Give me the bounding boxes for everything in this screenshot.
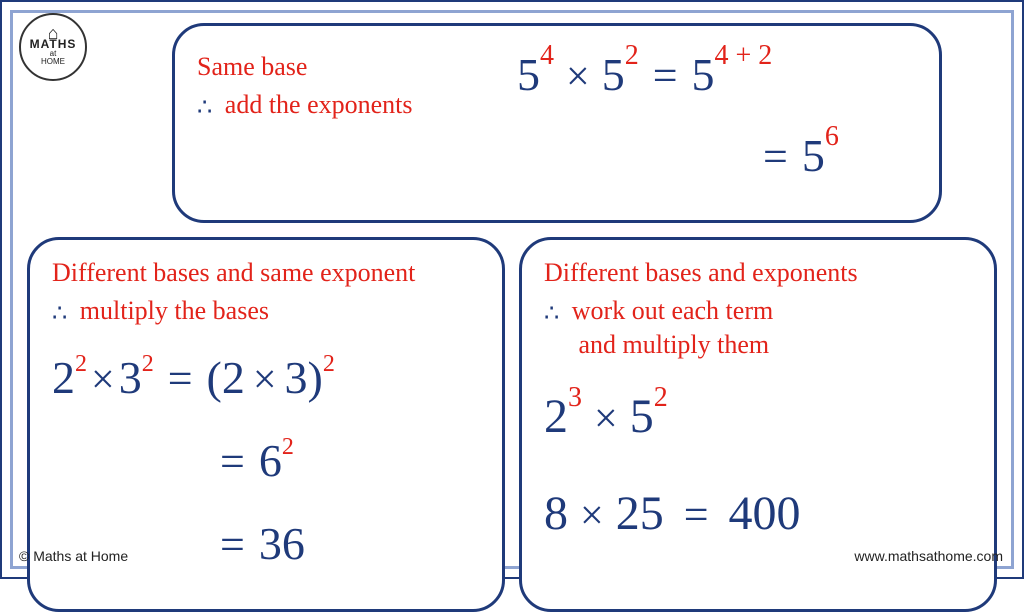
math-line: 23 × 52 (544, 374, 972, 471)
math-line: = 62 (52, 425, 480, 508)
math-base: 5 (630, 390, 654, 443)
brand-logo: ⌂ MATHS at HOME (19, 13, 87, 81)
math-base: 3 (119, 352, 142, 403)
math-base: 2 (52, 352, 75, 403)
math-exp: 4 + 2 (715, 21, 773, 91)
math-eq: = (763, 132, 788, 181)
math-exp: 2 (142, 328, 154, 400)
math-exp: 2 (75, 328, 87, 400)
math-op: × (594, 396, 618, 442)
math-base: 5 (692, 49, 715, 100)
therefore-icon: ∴ (544, 301, 559, 327)
top-row: Same base ∴ add the exponents 54 × 52 = … (117, 23, 997, 223)
math-result: 400 (729, 487, 801, 540)
panel-right-subtitle-2: and multiply them (544, 330, 972, 360)
panel-right-sub-l2: and multiply them (579, 330, 770, 359)
panel-right-title: Different bases and exponents (544, 258, 972, 288)
panel-left-title: Different bases and same exponent (52, 258, 480, 288)
math-exp: 4 (540, 21, 554, 91)
panel-left-subtitle-text: multiply the bases (80, 296, 269, 325)
math-value: 25 (616, 487, 664, 540)
bottom-row: Different bases and same exponent ∴ mult… (27, 237, 997, 612)
math-exp: 6 (825, 102, 839, 172)
logo-text-3: HOME (41, 58, 65, 66)
math-exp: 2 (282, 411, 294, 483)
panel-top-subtitle: ∴ add the exponents (197, 90, 477, 122)
math-paren: ( (207, 352, 222, 403)
math-eq: = (168, 354, 193, 403)
math-base: 3 (285, 352, 308, 403)
math-eq: = (684, 490, 709, 539)
math-line: = 56 (517, 121, 839, 202)
panel-top-subtitle-text: add the exponents (225, 90, 413, 119)
math-base: 5 (602, 49, 625, 100)
footer-copyright: © Maths at Home (19, 548, 128, 564)
math-exp: 3 (568, 355, 582, 441)
math-eq: = (220, 520, 245, 569)
math-line: 22×32 = (2×3)2 (52, 342, 480, 425)
math-base: 2 (222, 352, 245, 403)
math-op: × (580, 493, 604, 539)
math-base: 5 (517, 49, 540, 100)
therefore-icon: ∴ (197, 95, 212, 121)
math-exp: 2 (625, 21, 639, 91)
math-base: 5 (802, 130, 825, 181)
outer-frame: ⌂ MATHS at HOME Same base ∴ add the expo… (0, 0, 1024, 579)
footer-url: www.mathsathome.com (854, 548, 1003, 564)
math-paren: ) (308, 352, 323, 403)
panel-top-text: Same base ∴ add the exponents (197, 40, 477, 136)
math-exp: 2 (323, 328, 335, 400)
panel-left-subtitle: ∴ multiply the bases (52, 296, 480, 328)
panel-right-math: 23 × 52 8 × 25 = 400 (544, 374, 972, 568)
math-base: 6 (259, 435, 282, 486)
math-value: 36 (259, 518, 305, 569)
math-eq: = (220, 437, 245, 486)
panel-top-title: Same base (197, 52, 477, 82)
panel-right-sub-l1: work out each term (572, 296, 773, 325)
math-op: × (566, 54, 590, 100)
panel-top-math: 54 × 52 = 54 + 2 = 56 (517, 40, 839, 202)
therefore-icon: ∴ (52, 301, 67, 327)
math-exp: 2 (654, 355, 668, 441)
math-line: 54 × 52 = 54 + 2 (517, 40, 839, 121)
inner-frame: ⌂ MATHS at HOME Same base ∴ add the expo… (10, 10, 1014, 569)
math-op: × (253, 357, 277, 403)
panel-same-base: Same base ∴ add the exponents 54 × 52 = … (172, 23, 942, 223)
math-eq: = (653, 51, 678, 100)
math-value: 8 (544, 487, 568, 540)
panel-right-subtitle-1: ∴ work out each term (544, 296, 972, 328)
math-base: 2 (544, 390, 568, 443)
math-op: × (91, 357, 115, 403)
